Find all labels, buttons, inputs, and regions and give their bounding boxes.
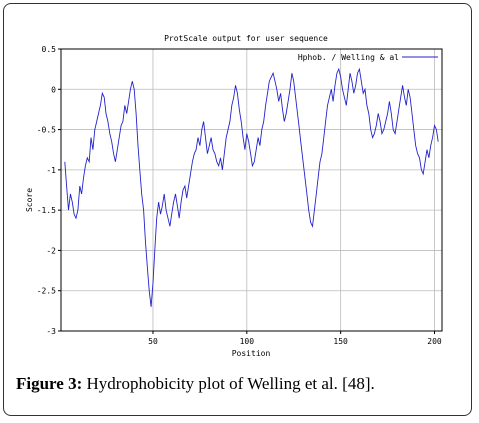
figure-frame: ProtScale output for user sequence 0.5 0 -… bbox=[3, 3, 472, 416]
hydrophobicity-chart: ProtScale output for user sequence 0.5 0 -… bbox=[25, 34, 443, 358]
axis-ticks: 0.5 0 -0.5 -1 -1.5 -2 -2.5 -3 50 100 150 200 bbox=[37, 45, 442, 346]
plot-area-border bbox=[60, 48, 443, 332]
series-line-hphob bbox=[64, 67, 439, 307]
grid-lines bbox=[61, 49, 442, 331]
y-tick-label: 0 bbox=[51, 85, 56, 94]
caption-label: Figure 3: bbox=[16, 374, 83, 393]
x-tick-label: 200 bbox=[427, 337, 442, 346]
legend-entry-hphob: Hphob. / Welling & al bbox=[298, 53, 399, 62]
y-tick-label: 0.5 bbox=[42, 45, 57, 54]
y-tick-label: -1 bbox=[46, 166, 56, 175]
y-tick-label: -0.5 bbox=[37, 126, 56, 135]
y-tick-label: -2 bbox=[46, 246, 56, 255]
y-tick-label: -2.5 bbox=[37, 287, 56, 296]
x-tick-label: 100 bbox=[240, 337, 255, 346]
y-tick-label: -1.5 bbox=[37, 206, 56, 215]
chart-title: ProtScale output for user sequence bbox=[164, 34, 328, 43]
y-axis-label: Score bbox=[25, 188, 34, 212]
x-tick-label: 150 bbox=[333, 337, 348, 346]
x-axis-label: Position bbox=[232, 349, 271, 358]
y-tick-label: -3 bbox=[46, 327, 56, 336]
caption-text: Hydrophobicity plot of Welling et al. [4… bbox=[86, 374, 375, 393]
legend: Hphob. / Welling & al bbox=[298, 53, 438, 62]
x-tick-label: 50 bbox=[148, 337, 158, 346]
figure-caption: Figure 3: Hydrophobicity plot of Welling… bbox=[16, 374, 466, 394]
